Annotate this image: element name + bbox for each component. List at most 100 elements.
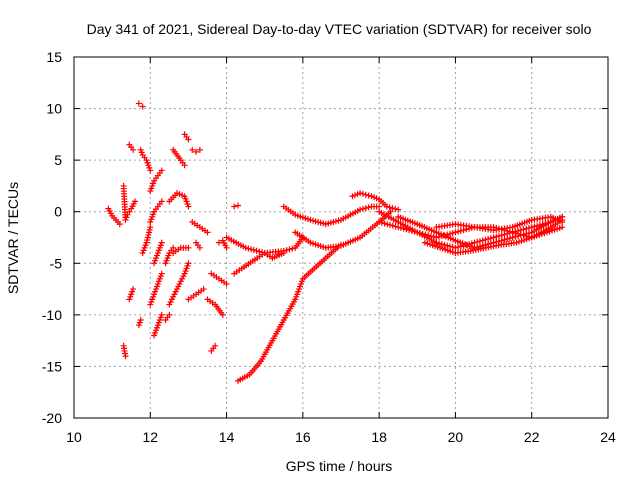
data-point xyxy=(359,190,366,197)
data-point xyxy=(427,233,434,240)
data-point xyxy=(389,205,396,212)
data-point xyxy=(559,219,566,226)
data-point xyxy=(200,286,207,293)
series-a41 xyxy=(433,213,566,234)
data-point xyxy=(250,247,257,254)
y-tick-label: -10 xyxy=(42,307,62,323)
x-tick-label: 16 xyxy=(295,429,311,445)
series-a30 xyxy=(231,202,242,210)
data-point xyxy=(517,232,524,239)
data-point xyxy=(525,224,532,231)
data-point xyxy=(400,225,407,232)
data-point xyxy=(506,235,513,242)
x-tick-label: 22 xyxy=(524,429,540,445)
series-a2 xyxy=(120,182,139,223)
series-a5 xyxy=(126,141,137,153)
data-point xyxy=(509,229,516,236)
data-point xyxy=(376,203,383,210)
data-points xyxy=(105,100,566,384)
data-point xyxy=(299,234,306,241)
series-a21 xyxy=(181,131,192,143)
data-point xyxy=(452,229,459,236)
data-point xyxy=(528,224,535,231)
series-a13 xyxy=(151,311,165,339)
data-point xyxy=(362,191,369,198)
data-point xyxy=(479,242,486,249)
data-point xyxy=(212,342,219,349)
y-tick-label: -20 xyxy=(42,410,62,426)
data-point xyxy=(223,280,230,287)
data-point xyxy=(256,248,263,255)
data-point xyxy=(395,206,402,213)
data-point xyxy=(449,230,456,237)
data-point xyxy=(490,234,497,241)
data-point xyxy=(158,167,165,174)
x-tick-label: 20 xyxy=(448,429,464,445)
series-a20 xyxy=(170,146,188,169)
data-point xyxy=(147,167,154,174)
data-point xyxy=(422,231,429,238)
data-point xyxy=(433,234,440,241)
data-point xyxy=(357,206,364,213)
series-a35 xyxy=(292,208,394,251)
data-point xyxy=(425,232,432,239)
data-point xyxy=(147,224,154,231)
data-point xyxy=(376,219,383,226)
series-a29 xyxy=(215,237,230,251)
data-point xyxy=(181,162,188,169)
data-point xyxy=(132,198,139,205)
data-point xyxy=(248,246,255,253)
series-a27 xyxy=(204,296,226,318)
data-point xyxy=(253,247,260,254)
y-axis-ticks: -20 -15 -10 -5 0 5 10 15 xyxy=(42,49,608,426)
series-a8 xyxy=(137,146,154,174)
y-tick-label: 10 xyxy=(46,101,62,117)
data-point xyxy=(258,249,265,256)
data-point xyxy=(498,232,505,239)
data-point xyxy=(512,233,519,240)
data-point xyxy=(231,203,238,210)
x-tick-label: 14 xyxy=(219,429,235,445)
data-point xyxy=(449,244,456,251)
data-point xyxy=(455,244,462,251)
series-a25 xyxy=(193,239,203,251)
series-a19 xyxy=(166,190,192,210)
data-point xyxy=(452,244,459,251)
series-a23 xyxy=(185,286,207,303)
y-tick-label: 0 xyxy=(54,204,62,220)
data-point xyxy=(158,270,165,277)
series-a28 xyxy=(208,342,219,354)
data-point xyxy=(392,205,399,212)
data-point xyxy=(455,228,462,235)
series-a17 xyxy=(166,260,192,308)
data-point xyxy=(395,224,402,231)
data-point xyxy=(419,230,426,237)
series-a12 xyxy=(147,270,165,308)
data-point xyxy=(493,233,500,240)
y-axis-label: SDTVAR / TECUs xyxy=(5,182,21,294)
data-point xyxy=(523,230,530,237)
data-point xyxy=(235,202,242,209)
plot-frame xyxy=(73,56,609,419)
data-point xyxy=(286,246,293,253)
data-point xyxy=(365,192,372,199)
data-point xyxy=(520,226,527,233)
data-point xyxy=(436,240,443,247)
series-a1 xyxy=(105,205,123,228)
data-point xyxy=(482,236,489,243)
data-point xyxy=(283,247,290,254)
data-point xyxy=(223,244,230,251)
data-point xyxy=(525,230,532,237)
data-point xyxy=(386,204,393,211)
series-a32 xyxy=(223,234,306,256)
data-point xyxy=(215,239,222,246)
data-point xyxy=(408,227,415,234)
data-point xyxy=(387,208,394,215)
data-point xyxy=(359,205,366,212)
data-point xyxy=(501,236,508,243)
data-point xyxy=(441,241,448,248)
data-point xyxy=(383,203,390,210)
data-point xyxy=(362,205,369,212)
data-point xyxy=(411,228,418,235)
data-point xyxy=(170,244,177,251)
